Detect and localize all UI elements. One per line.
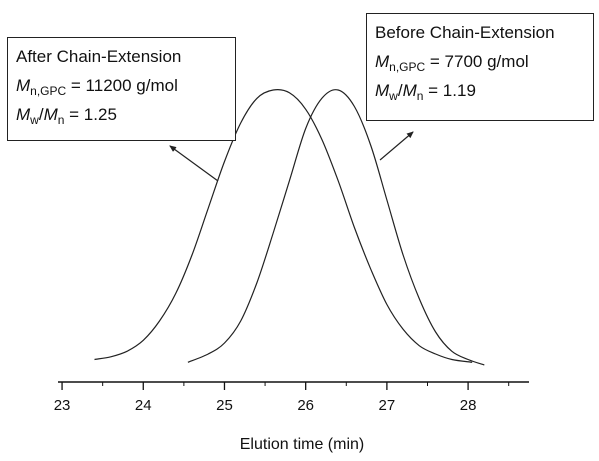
x-tick-label: 28 bbox=[460, 397, 477, 414]
annotation-mn: Mn,GPC = 7700 g/mol bbox=[375, 52, 529, 74]
x-tick-label: 25 bbox=[216, 397, 233, 414]
x-axis-label: Elution time (min) bbox=[240, 436, 364, 453]
arrow-after bbox=[169, 145, 219, 182]
x-tick-label: 27 bbox=[379, 397, 396, 414]
x-tick-label: 26 bbox=[297, 397, 314, 414]
x-axis-ticks: 23 24 25 26 27 28 bbox=[54, 382, 510, 414]
arrow-before bbox=[379, 131, 414, 161]
annotation-pdi: Mw/Mn = 1.25 bbox=[16, 105, 117, 127]
x-tick-label: 24 bbox=[135, 397, 152, 414]
x-tick-label: 23 bbox=[54, 397, 71, 414]
series-line-1 bbox=[94, 88, 473, 363]
annotation-title: After Chain-Extension bbox=[16, 47, 182, 66]
annotation-after-chain-extension: After Chain-Extension Mn,GPC = 11200 g/m… bbox=[7, 37, 236, 141]
annotation-mn: Mn,GPC = 11200 g/mol bbox=[16, 76, 178, 98]
annotation-before-chain-extension: Before Chain-Extension Mn,GPC = 7700 g/m… bbox=[366, 13, 594, 121]
series-line-2 bbox=[187, 89, 485, 366]
annotation-title: Before Chain-Extension bbox=[375, 23, 555, 42]
plot-lines bbox=[94, 88, 485, 366]
annotation-pdi: Mw/Mn = 1.19 bbox=[375, 81, 476, 103]
